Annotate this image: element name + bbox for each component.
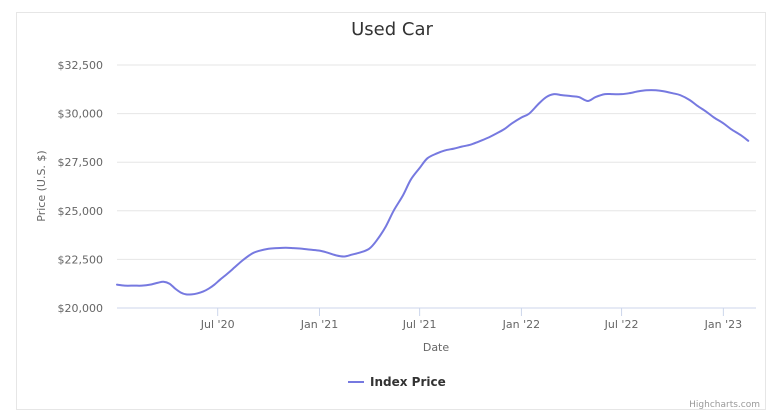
- legend-item-index-price[interactable]: Index Price: [370, 375, 446, 389]
- series-index-price[interactable]: [116, 89, 750, 296]
- x-tick-label: Jul '22: [604, 318, 639, 331]
- x-axis-title: Date: [423, 341, 450, 354]
- x-tick-label: Jan '21: [300, 318, 338, 331]
- y-axis-title: Price (U.S. $): [35, 150, 48, 221]
- highcharts-credits[interactable]: Highcharts.com: [689, 400, 760, 410]
- x-tick-label: Jan '23: [704, 318, 742, 331]
- x-tick-label: Jul '21: [402, 318, 437, 331]
- x-tick-label: Jul '20: [200, 318, 235, 331]
- y-axis-ticks: $20,000 $22,500 $25,000 $27,500 $30,000 $32,5…: [58, 59, 104, 315]
- y-tick-label: $22,500: [58, 253, 104, 266]
- y-tick-label: $25,000: [58, 205, 104, 218]
- y-tick-label: $30,000: [58, 108, 104, 121]
- chart-title: Used Car: [351, 19, 433, 40]
- y-tick-label: $32,500: [58, 59, 104, 72]
- legend[interactable]: Index Price: [348, 375, 446, 389]
- y-tick-label: $20,000: [58, 302, 104, 315]
- x-tick-label: Jan '22: [502, 318, 540, 331]
- x-axis-ticks: Jul '20 Jan '21 Jul '21 Jan '22 Jul '22 Jan '…: [200, 308, 742, 331]
- y-tick-label: $27,500: [58, 156, 104, 169]
- series-line-index-price[interactable]: [116, 89, 750, 296]
- y-grid: [117, 64, 756, 260]
